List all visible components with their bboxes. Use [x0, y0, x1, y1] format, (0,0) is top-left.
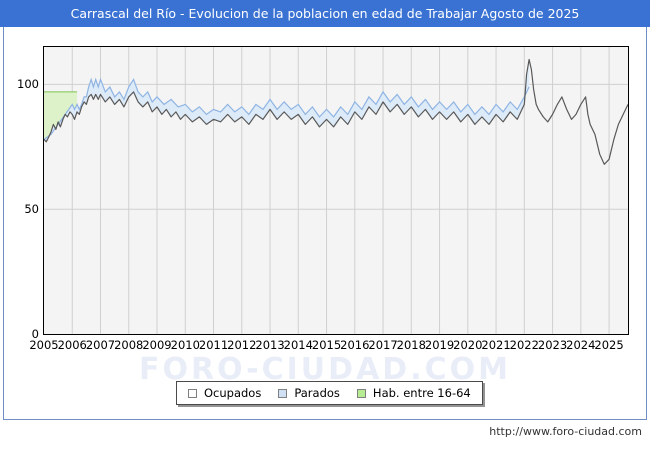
legend-label: Ocupados	[204, 386, 262, 400]
x-tick-label: 2019	[424, 338, 455, 352]
x-tick-label: 2008	[114, 338, 144, 352]
x-tick-label: 2024	[566, 338, 596, 352]
x-tick-label: 2006	[57, 338, 87, 352]
legend-item[interactable]: Parados	[278, 386, 340, 400]
y-tick-label: 100	[17, 77, 39, 92]
x-tick-label: 2018	[396, 338, 426, 352]
legend-swatch-icon	[188, 388, 197, 398]
legend-item[interactable]: Ocupados	[188, 386, 261, 400]
x-tick-label: 2012	[227, 338, 257, 352]
x-tick-label: 2005	[29, 338, 59, 352]
plot-area	[43, 46, 629, 335]
page-title: Carrascal del Río - Evolucion de la pobl…	[70, 6, 580, 21]
chart-legend: Ocupados Parados Hab. entre 16-64	[176, 381, 483, 405]
legend-label: Parados	[294, 386, 340, 400]
y-axis-labels: 0 50 100	[0, 46, 39, 341]
source-url: http://www.foro-ciudad.com	[489, 425, 642, 438]
x-tick-label: 2022	[509, 338, 539, 352]
x-tick-label: 2020	[453, 338, 483, 352]
x-tick-label: 2021	[481, 338, 511, 352]
y-tick-label: 0	[31, 327, 39, 341]
chart-canvas	[44, 47, 628, 334]
legend-swatch-icon	[278, 388, 288, 398]
x-tick-label: 2007	[85, 338, 116, 352]
legend-label: Hab. entre 16-64	[372, 386, 471, 400]
y-tick-label: 50	[24, 202, 39, 217]
x-axis-labels: 2005 2006 2007 2008 2009 2010 2011 2012 2013 2014…	[29, 338, 629, 358]
x-tick-label: 2016	[340, 338, 370, 352]
x-tick-label: 2009	[142, 338, 172, 352]
x-tick-label: 2014	[283, 338, 313, 352]
legend-swatch-icon	[356, 388, 366, 398]
x-tick-label: 2025	[594, 338, 624, 352]
x-tick-label: 2013	[255, 338, 285, 352]
x-tick-label: 2015	[311, 338, 342, 352]
x-tick-label: 2011	[198, 338, 229, 352]
x-tick-label: 2010	[170, 338, 200, 352]
legend-item[interactable]: Hab. entre 16-64	[356, 386, 471, 400]
x-tick-label: 2023	[537, 338, 568, 352]
window-titlebar: Carrascal del Río - Evolucion de la pobl…	[0, 0, 650, 27]
x-tick-label: 2017	[368, 338, 398, 352]
